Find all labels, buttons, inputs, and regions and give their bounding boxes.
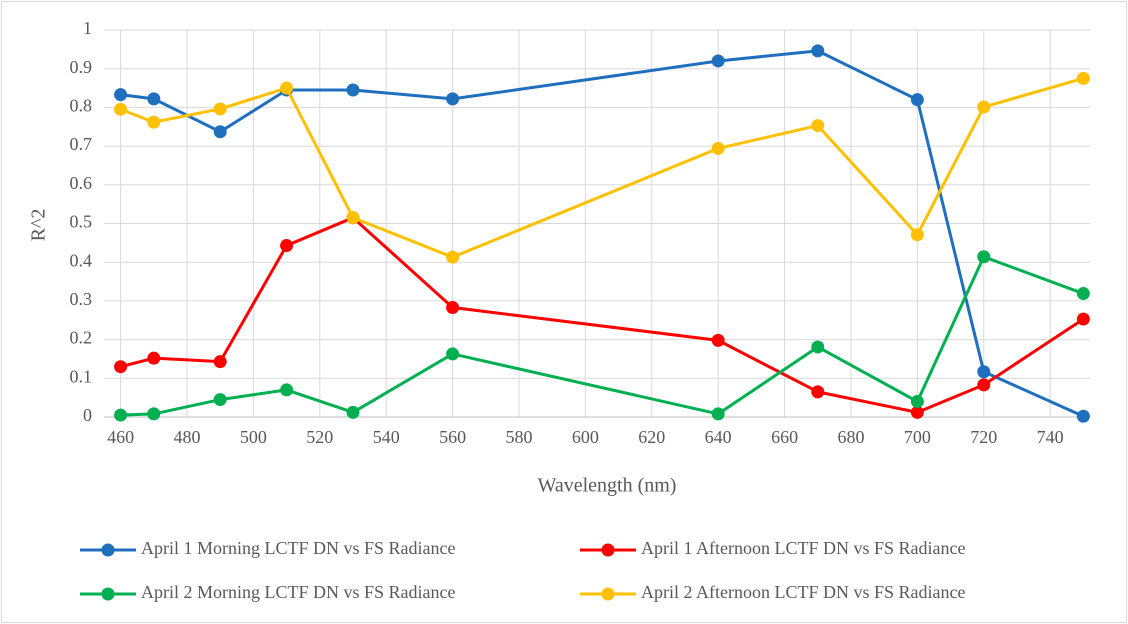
y-tick-label: 0.8 [70, 96, 93, 116]
data-point [280, 239, 294, 253]
legend-label: April 2 Afternoon LCTF DN vs FS Radiance [641, 582, 965, 602]
data-point [910, 228, 924, 242]
data-point [811, 385, 825, 399]
data-point [280, 81, 294, 95]
x-tick-label: 540 [373, 427, 400, 447]
x-tick-label: 600 [572, 427, 599, 447]
data-point [346, 211, 360, 225]
data-point [114, 360, 128, 374]
y-axis-title: R^2 [28, 209, 50, 242]
legend-marker [101, 543, 115, 557]
data-point [280, 383, 294, 397]
legend-marker [101, 587, 115, 601]
x-tick-label: 640 [705, 427, 732, 447]
x-tick-label: 720 [970, 427, 997, 447]
data-point [1076, 287, 1090, 301]
x-tick-label: 520 [306, 427, 333, 447]
data-point [977, 250, 991, 264]
data-point [1076, 312, 1090, 326]
x-tick-label: 560 [439, 427, 466, 447]
legend-marker [601, 587, 615, 601]
data-point [1076, 71, 1090, 85]
x-tick-label: 680 [837, 427, 864, 447]
y-tick-label: 0.7 [70, 134, 93, 154]
data-point [346, 83, 360, 97]
data-point [711, 333, 725, 347]
data-point [446, 250, 460, 264]
y-tick-label: 0.6 [70, 173, 93, 193]
data-point [147, 351, 161, 365]
y-tick-label: 0 [83, 405, 92, 425]
y-tick-label: 0.5 [70, 212, 93, 232]
data-point [114, 102, 128, 116]
data-point [147, 407, 161, 421]
data-point [711, 141, 725, 155]
x-tick-label: 700 [904, 427, 931, 447]
y-tick-label: 0.2 [70, 328, 93, 348]
y-tick-label: 0.3 [70, 289, 93, 309]
data-point [147, 115, 161, 129]
legend-label: April 2 Morning LCTF DN vs FS Radiance [141, 582, 456, 602]
data-point [977, 378, 991, 392]
data-point [977, 100, 991, 114]
data-point [811, 119, 825, 133]
data-point [711, 407, 725, 421]
y-tick-label: 0.9 [70, 57, 93, 77]
x-tick-label: 660 [771, 427, 798, 447]
data-point [446, 92, 460, 106]
data-point [977, 365, 991, 379]
data-point [213, 393, 227, 407]
legend: April 1 Morning LCTF DN vs FS Radiance Ap… [80, 538, 965, 602]
data-point [346, 405, 360, 419]
data-point [811, 44, 825, 58]
legend-marker [601, 543, 615, 557]
data-point [147, 92, 161, 106]
data-point [114, 408, 128, 422]
data-point [213, 125, 227, 139]
legend-label: April 1 Afternoon LCTF DN vs FS Radiance [641, 538, 965, 558]
data-point [114, 88, 128, 102]
data-point [811, 340, 825, 354]
data-point [711, 54, 725, 68]
data-point [446, 347, 460, 361]
data-point [213, 102, 227, 116]
data-point [910, 395, 924, 409]
x-axis-title: Wavelength (nm) [538, 475, 677, 497]
x-tick-label: 460 [107, 427, 134, 447]
y-tick-label: 0.4 [70, 250, 93, 270]
legend-label: April 1 Morning LCTF DN vs FS Radiance [141, 538, 456, 558]
data-point [910, 93, 924, 107]
data-point [213, 355, 227, 369]
x-tick-label: 620 [638, 427, 665, 447]
x-tick-label: 480 [173, 427, 200, 447]
data-point [910, 405, 924, 419]
y-tick-label: 1 [83, 18, 92, 38]
x-tick-label: 740 [1037, 427, 1064, 447]
data-point [1076, 409, 1090, 423]
x-tick-label: 580 [505, 427, 532, 447]
y-tick-label: 0.1 [70, 366, 93, 386]
data-point [446, 300, 460, 314]
x-tick-label: 500 [240, 427, 267, 447]
